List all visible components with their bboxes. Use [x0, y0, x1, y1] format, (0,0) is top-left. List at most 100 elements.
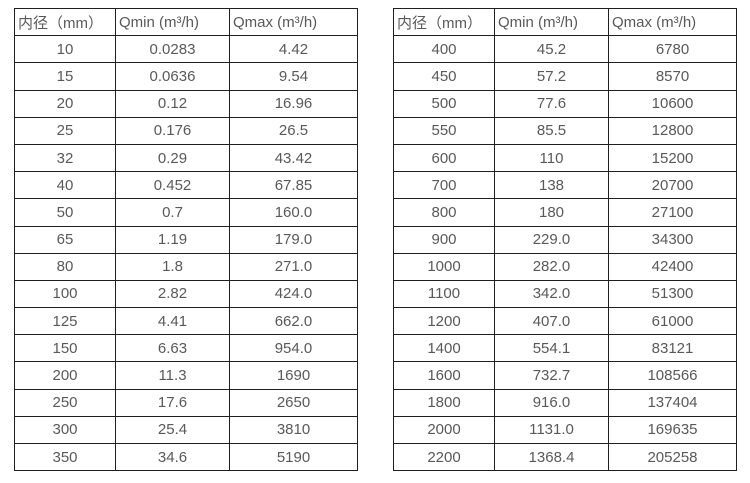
table-cell: 205258	[608, 442, 737, 472]
table-cell: 271.0	[229, 252, 358, 281]
header-row: 内径（mm） Qmin (m³/h) Qmax (m³/h)	[14, 7, 358, 37]
table-cell: 400	[393, 35, 495, 64]
table-cell: 250	[14, 388, 116, 417]
table-cell: 137404	[608, 388, 737, 417]
table-cell: 554.1	[494, 334, 609, 363]
table-cell: 0.29	[115, 143, 230, 173]
column-header: 内径（mm）	[14, 7, 116, 37]
table-cell: 350	[14, 442, 116, 472]
table-cell: 85.5	[494, 116, 609, 145]
table-cell: 80	[14, 252, 116, 281]
table-cell: 1.19	[115, 225, 230, 254]
table-row: 350 34.6 5190	[14, 442, 358, 472]
table-cell: 125	[14, 307, 116, 336]
table-row: 1200 407.0 61000	[393, 307, 737, 336]
table-cell: 61000	[608, 307, 737, 336]
table-row: 1800 916.0 137404	[393, 388, 737, 417]
table-cell: 8570	[608, 62, 737, 91]
column-header: Qmax (m³/h)	[229, 7, 358, 37]
table-cell: 450	[393, 62, 495, 91]
table-cell: 27100	[608, 198, 737, 227]
table-row: 65 1.19 179.0	[14, 225, 358, 254]
table-row: 500 77.6 10600	[393, 89, 737, 118]
table-cell: 700	[393, 171, 495, 200]
table-row: 700 138 20700	[393, 171, 737, 200]
table-cell: 1800	[393, 388, 495, 417]
table-cell: 6.63	[115, 334, 230, 363]
table-row: 32 0.29 43.42	[14, 143, 358, 173]
table-cell: 300	[14, 415, 116, 445]
header-row: 内径（mm） Qmin (m³/h) Qmax (m³/h)	[393, 7, 737, 37]
table-cell: 10600	[608, 89, 737, 118]
table-row: 800 180 27100	[393, 198, 737, 227]
table-cell: 1600	[393, 361, 495, 390]
table-cell: 110	[494, 143, 609, 173]
table-cell: 662.0	[229, 307, 358, 336]
table-cell: 200	[14, 361, 116, 390]
table-cell: 800	[393, 198, 495, 227]
table-cell: 954.0	[229, 334, 358, 363]
table-cell: 25	[14, 116, 116, 145]
table-row: 25 0.176 26.5	[14, 116, 358, 145]
table-cell: 1200	[393, 307, 495, 336]
table-row: 2000 1131.0 169635	[393, 415, 737, 445]
table-cell: 150	[14, 334, 116, 363]
table-cell: 12800	[608, 116, 737, 145]
table-cell: 600	[393, 143, 495, 173]
table-row: 400 45.2 6780	[393, 35, 737, 64]
table-row: 600 110 15200	[393, 143, 737, 173]
table-row: 150 6.63 954.0	[14, 334, 358, 363]
column-header: Qmin (m³/h)	[494, 7, 609, 37]
table-cell: 0.452	[115, 171, 230, 200]
table-cell: 732.7	[494, 361, 609, 390]
table-cell: 25.4	[115, 415, 230, 445]
table-cell: 45.2	[494, 35, 609, 64]
flow-table-large-diameters: 内径（mm） Qmin (m³/h) Qmax (m³/h) 400 45.2 6780 4…	[393, 7, 737, 472]
table-cell: 43.42	[229, 143, 358, 173]
table-cell: 57.2	[494, 62, 609, 91]
table-cell: 77.6	[494, 89, 609, 118]
table-cell: 179.0	[229, 225, 358, 254]
table-row: 1100 342.0 51300	[393, 279, 737, 309]
table-row: 125 4.41 662.0	[14, 307, 358, 336]
column-header: 内径（mm）	[393, 7, 495, 37]
table-row: 1400 554.1 83121	[393, 334, 737, 363]
table-cell: 17.6	[115, 388, 230, 417]
table-cell: 1400	[393, 334, 495, 363]
table-cell: 229.0	[494, 225, 609, 254]
table-row: 80 1.8 271.0	[14, 252, 358, 281]
table-row: 900 229.0 34300	[393, 225, 737, 254]
table-cell: 0.0283	[115, 35, 230, 64]
table-cell: 1368.4	[494, 442, 609, 472]
table-cell: 4.42	[229, 35, 358, 64]
table-cell: 15200	[608, 143, 737, 173]
table-row: 10 0.0283 4.42	[14, 35, 358, 64]
table-cell: 0.7	[115, 198, 230, 227]
table-cell: 2.82	[115, 279, 230, 309]
table-cell: 83121	[608, 334, 737, 363]
table-cell: 50	[14, 198, 116, 227]
table-cell: 500	[393, 89, 495, 118]
table-row: 1600 732.7 108566	[393, 361, 737, 390]
table-cell: 916.0	[494, 388, 609, 417]
table-cell: 6780	[608, 35, 737, 64]
column-header: Qmax (m³/h)	[608, 7, 737, 37]
table-cell: 10	[14, 35, 116, 64]
table-row: 1000 282.0 42400	[393, 252, 737, 281]
table-cell: 34300	[608, 225, 737, 254]
table-row: 15 0.0636 9.54	[14, 62, 358, 91]
table-cell: 108566	[608, 361, 737, 390]
table-cell: 3810	[229, 415, 358, 445]
table-cell: 1690	[229, 361, 358, 390]
table-cell: 65	[14, 225, 116, 254]
table-cell: 1100	[393, 279, 495, 309]
table-row: 250 17.6 2650	[14, 388, 358, 417]
column-header: Qmin (m³/h)	[115, 7, 230, 37]
table-cell: 34.6	[115, 442, 230, 472]
table-row: 20 0.12 16.96	[14, 89, 358, 118]
table-cell: 67.85	[229, 171, 358, 200]
flow-table-small-diameters: 内径（mm） Qmin (m³/h) Qmax (m³/h) 10 0.0283 4.42…	[14, 7, 358, 472]
flow-spec-tables-container: 内径（mm） Qmin (m³/h) Qmax (m³/h) 10 0.0283 4.42…	[14, 7, 737, 472]
table-cell: 20700	[608, 171, 737, 200]
table-cell: 160.0	[229, 198, 358, 227]
